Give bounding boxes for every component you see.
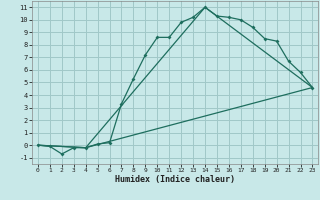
X-axis label: Humidex (Indice chaleur): Humidex (Indice chaleur) [115,175,235,184]
